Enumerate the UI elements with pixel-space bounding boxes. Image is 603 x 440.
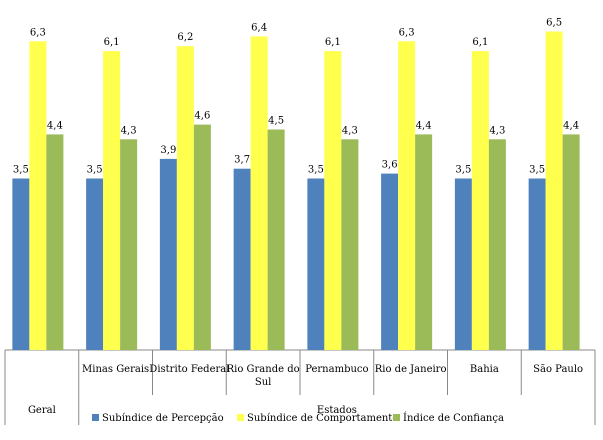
data-label: 6,3 xyxy=(399,27,415,38)
bar xyxy=(562,134,580,350)
data-label: 3,5 xyxy=(529,165,545,176)
data-label: 3,5 xyxy=(308,165,324,176)
bar xyxy=(398,41,416,351)
category-label: Minas Gerais xyxy=(82,364,149,375)
bar xyxy=(341,139,359,350)
data-label: 6,1 xyxy=(325,37,341,48)
group-label: Estados xyxy=(317,405,357,416)
data-label: 3,5 xyxy=(13,165,29,176)
category-label: São Paulo xyxy=(533,364,583,375)
legend-swatch xyxy=(393,414,400,421)
bar xyxy=(454,178,472,350)
data-label: 4,5 xyxy=(268,116,284,127)
data-label: 6,1 xyxy=(104,37,120,48)
category-label: Distrito Federal xyxy=(149,364,229,375)
bar xyxy=(307,178,325,350)
data-label: 4,4 xyxy=(563,120,579,131)
legend-label: Subíndice de Percepção xyxy=(102,413,224,424)
bar xyxy=(103,51,121,350)
bar xyxy=(29,41,47,351)
category-label: Rio Grande do xyxy=(227,364,300,375)
group-label: Geral xyxy=(28,405,56,416)
data-label: 3,6 xyxy=(382,160,398,171)
category-label: Sul xyxy=(255,377,272,388)
bar xyxy=(250,36,268,351)
data-label: 6,2 xyxy=(177,32,193,43)
bar xyxy=(381,173,399,350)
data-label: 3,7 xyxy=(234,155,250,166)
bar xyxy=(471,51,489,350)
data-label: 4,4 xyxy=(416,120,432,131)
category-label: Pernambuco xyxy=(305,364,368,375)
bar xyxy=(159,158,177,350)
data-label: 4,3 xyxy=(121,125,137,136)
legend-label: Índice de Confiança xyxy=(403,412,504,424)
bar xyxy=(86,178,104,350)
bar xyxy=(488,139,506,350)
bar xyxy=(545,31,563,350)
bar xyxy=(415,134,433,350)
data-label: 6,3 xyxy=(30,27,46,38)
bar xyxy=(120,139,138,350)
data-label: 4,3 xyxy=(342,125,358,136)
data-label: 3,5 xyxy=(455,165,471,176)
bar xyxy=(324,51,342,350)
data-label: 3,9 xyxy=(160,145,176,156)
data-label: 6,1 xyxy=(472,37,488,48)
bar xyxy=(233,168,251,350)
bar xyxy=(176,46,194,350)
category-label: Rio de Janeiro xyxy=(375,364,447,375)
bar xyxy=(193,124,211,350)
legend-label: Subíndice de Comportamento xyxy=(247,413,398,424)
legend-swatch xyxy=(92,414,99,421)
bar xyxy=(46,134,64,350)
data-label: 4,3 xyxy=(489,125,505,136)
bar xyxy=(12,178,30,350)
data-label: 6,5 xyxy=(546,18,562,29)
legend-swatch xyxy=(237,414,244,421)
category-label: Bahia xyxy=(470,364,499,375)
bar xyxy=(528,178,546,350)
data-label: 4,4 xyxy=(47,120,63,131)
data-label: 3,5 xyxy=(87,165,103,176)
data-label: 6,4 xyxy=(251,22,267,33)
bar xyxy=(267,129,285,350)
data-label: 4,6 xyxy=(194,111,210,122)
